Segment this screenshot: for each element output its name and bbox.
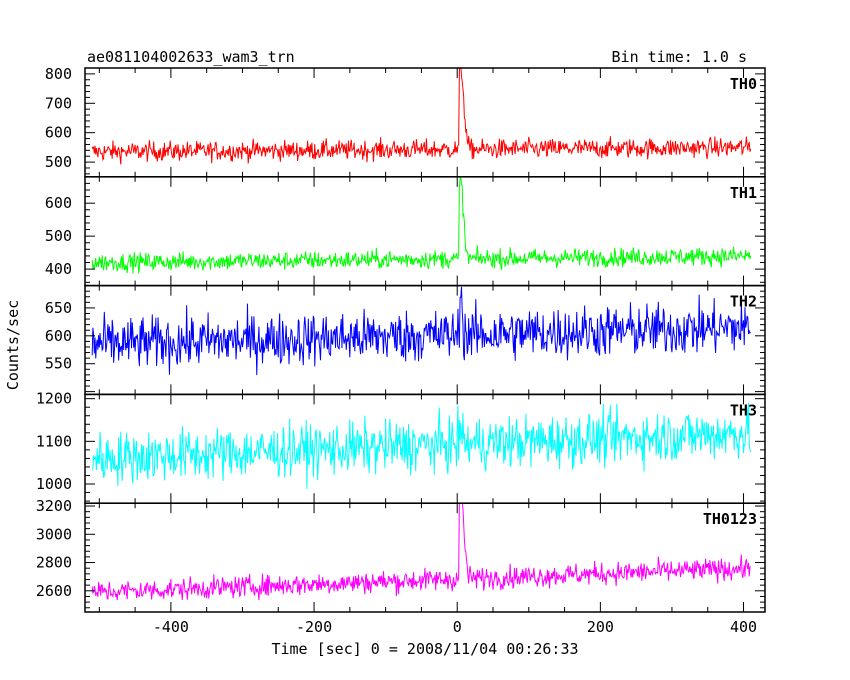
panel-frame-th1 — [84, 176, 766, 287]
series-line-th1 — [91, 176, 752, 274]
y-tick-label: 500 — [45, 153, 72, 171]
panel-label-th0123: TH0123 — [703, 510, 757, 528]
y-tick-label: 500 — [45, 227, 72, 245]
panel-label-th1: TH1 — [730, 184, 757, 202]
bin-time-label: Bin time: 1.0 s — [612, 48, 747, 66]
y-tick-label: 3000 — [36, 525, 72, 543]
y-tick-label: 650 — [45, 299, 72, 317]
x-tick-label: 400 — [730, 618, 757, 636]
panel-frame-th0123 — [84, 502, 766, 613]
y-tick-label: 2600 — [36, 582, 72, 600]
panel-label-th0: TH0 — [730, 75, 757, 93]
x-axis-label: Time [sec] 0 = 2008/11/04 00:26:33 — [271, 640, 578, 658]
panel-frame-th0 — [84, 67, 766, 178]
series-line-th2 — [91, 286, 751, 376]
series-line-th3 — [91, 402, 752, 490]
y-tick-label: 2800 — [36, 554, 72, 572]
y-tick-label: 1100 — [36, 432, 72, 450]
y-tick-label: 800 — [45, 65, 72, 83]
y-tick-label: 700 — [45, 94, 72, 112]
y-tick-label: 3200 — [36, 497, 72, 515]
panel-label-th3: TH3 — [730, 401, 757, 419]
y-tick-label: 600 — [45, 124, 72, 142]
series-line-th0123 — [91, 503, 752, 601]
y-tick-label: 400 — [45, 260, 72, 278]
x-tick-label: 0 — [453, 618, 462, 636]
y-tick-label: 600 — [45, 194, 72, 212]
plot-title: ae081104002633_wam3_trn — [87, 48, 295, 66]
x-tick-label: -400 — [153, 618, 189, 636]
x-tick-label: -200 — [296, 618, 332, 636]
y-tick-label: 550 — [45, 355, 72, 373]
panel-frame-th3 — [84, 393, 766, 504]
y-tick-label: 1200 — [36, 390, 72, 408]
y-tick-label: 1000 — [36, 475, 72, 493]
x-tick-label: 200 — [587, 618, 614, 636]
y-axis-label: Counts/sec — [4, 300, 22, 390]
panels-group: 500 600 700 800 TH0 400 500 600 TH1 550 600 650 TH2 1… — [36, 65, 766, 636]
y-tick-label: 600 — [45, 327, 72, 345]
panel-label-th2: TH2 — [730, 293, 757, 311]
series-line-th0 — [91, 68, 752, 165]
